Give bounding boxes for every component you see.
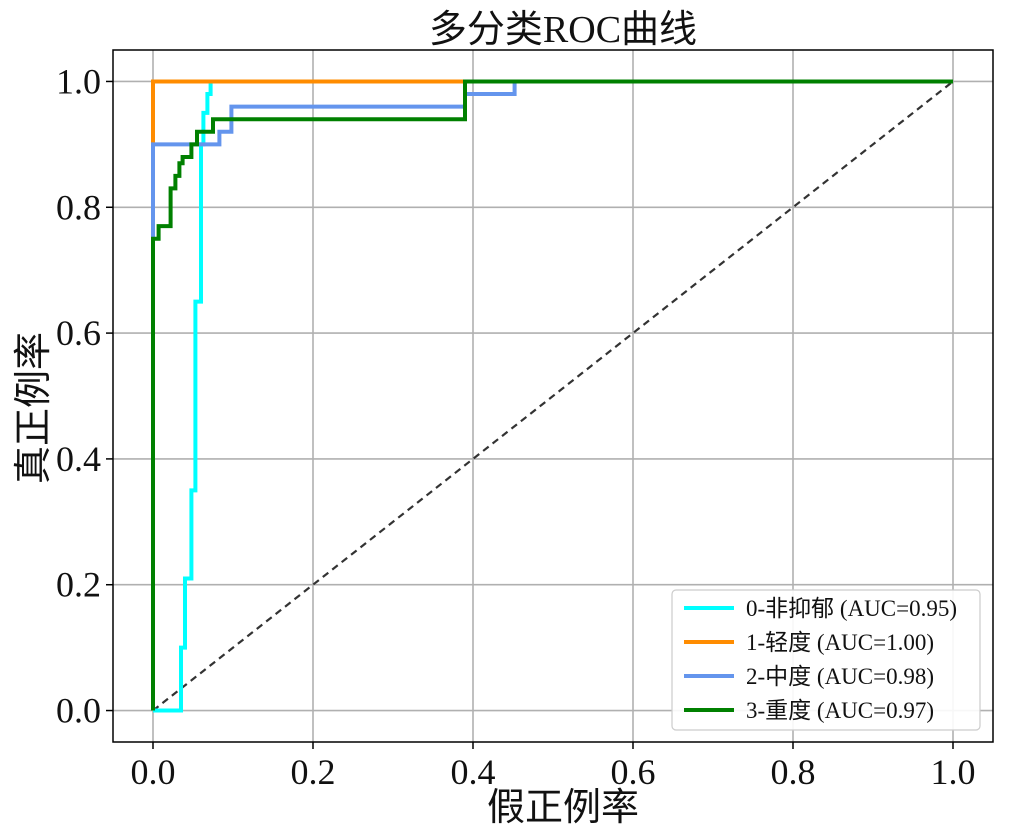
series-group — [151, 79, 953, 713]
x-tick-label: 0.0 — [131, 752, 176, 792]
x-tick-label: 0.8 — [771, 752, 816, 792]
legend-label: 3-重度 (AUC=0.97) — [746, 698, 934, 723]
y-tick-label: 0.2 — [56, 565, 101, 605]
reference-diagonal-line — [152, 80, 954, 712]
legend-box — [671, 589, 981, 731]
x-tick-label: 1.0 — [931, 752, 976, 792]
x-tick-label: 0.2 — [291, 752, 336, 792]
x-axis-ticks: 0.0 0.2 0.4 0.6 0.8 1.0 — [131, 742, 976, 792]
legend-label: 2-中度 (AUC=0.98) — [746, 664, 934, 689]
reference-line-group — [152, 80, 954, 712]
series-line-0 — [153, 79, 953, 713]
y-axis-label: 真正例率 — [13, 332, 55, 484]
legend-label: 1-轻度 (AUC=1.00) — [746, 630, 934, 655]
plot-frame — [112, 49, 994, 743]
chart-title: 多分类ROC曲线 — [429, 9, 697, 51]
legend: 0-非抑郁 (AUC=0.95) 1-轻度 (AUC=1.00) 2-中度 (AUC… — [671, 589, 981, 731]
y-tick-label: 0.4 — [56, 439, 101, 479]
y-tick-label: 0.6 — [56, 313, 101, 353]
y-tick-label: 0.0 — [56, 691, 101, 731]
y-tick-label: 1.0 — [56, 61, 101, 101]
series-line-3 — [151, 79, 953, 711]
legend-label: 0-非抑郁 (AUC=0.95) — [746, 596, 957, 621]
x-tick-label: 0.4 — [451, 752, 496, 792]
x-axis-label: 假正例率 — [487, 787, 639, 829]
y-axis-ticks: 0.0 0.2 0.4 0.6 0.8 1.0 — [56, 61, 113, 731]
x-tick-label: 0.6 — [611, 752, 656, 792]
y-tick-label: 0.8 — [56, 187, 101, 227]
